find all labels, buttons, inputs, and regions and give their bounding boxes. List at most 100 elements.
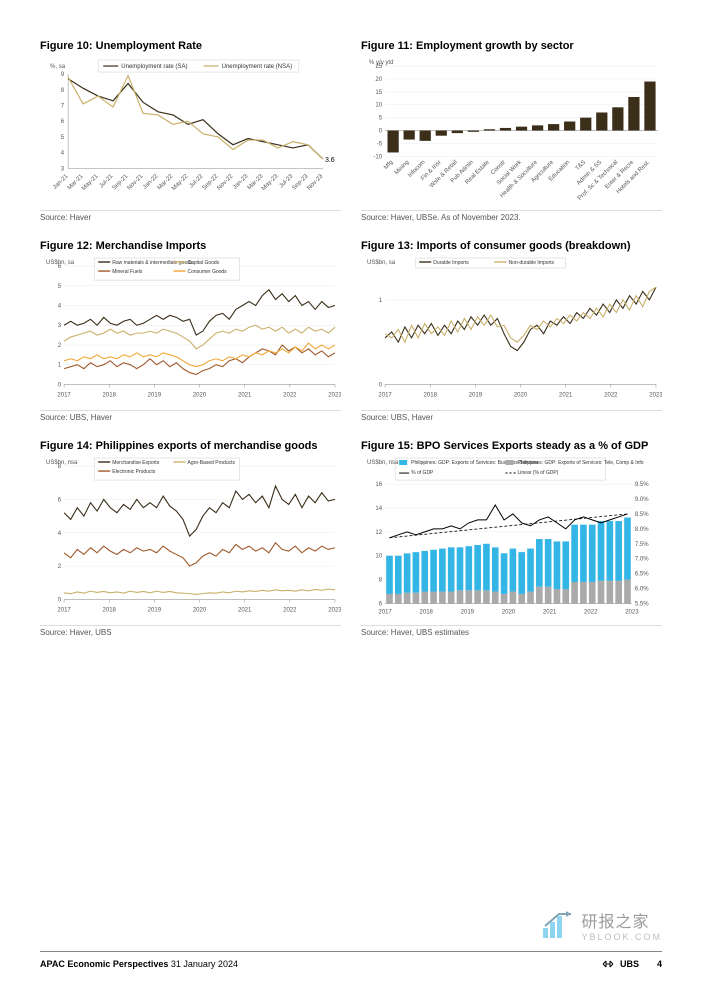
footer-right: UBS 4	[602, 958, 662, 970]
svg-text:Durable Imports: Durable Imports	[433, 260, 469, 266]
figure-13: Figure 13: Imports of consumer goods (br…	[361, 240, 662, 422]
svg-text:16: 16	[375, 482, 382, 488]
svg-text:4: 4	[58, 304, 62, 310]
watermark-url: YBLOOK.COM	[581, 932, 662, 942]
svg-text:6: 6	[61, 119, 65, 125]
chart-exports-goods: US$bn, nsa02468Merchandise ExportsAgro-B…	[40, 456, 341, 621]
chart-employment-growth: % y/y ytd-10-50510152025MfgMiningInfocom…	[361, 56, 662, 206]
fig-title: Figure 11: Employment growth by sector	[361, 40, 662, 52]
svg-text:2020: 2020	[193, 608, 207, 614]
svg-text:12: 12	[375, 530, 382, 536]
footer-brand: UBS	[620, 959, 639, 969]
svg-text:6: 6	[379, 601, 383, 607]
svg-text:9.5%: 9.5%	[635, 482, 649, 488]
svg-text:7: 7	[61, 104, 65, 110]
svg-text:0: 0	[58, 382, 62, 388]
svg-text:7.0%: 7.0%	[635, 557, 649, 563]
source: Source: Haver	[40, 210, 341, 222]
svg-text:2023: 2023	[649, 392, 662, 398]
svg-text:6.5%: 6.5%	[635, 572, 649, 578]
svg-text:2019: 2019	[148, 392, 162, 398]
svg-text:2022: 2022	[584, 610, 598, 616]
svg-text:2022: 2022	[283, 392, 297, 398]
fig-title: Figure 15: BPO Services Exports steady a…	[361, 440, 662, 452]
svg-text:%, sa: %, sa	[50, 64, 66, 70]
chart-unemployment: %, sa3456789Unemployment rate (SA)Unempl…	[40, 56, 341, 206]
svg-text:3.6: 3.6	[325, 157, 335, 164]
svg-text:US$bn, sa: US$bn, sa	[367, 260, 396, 266]
watermark-text: 研报之家	[581, 908, 662, 932]
svg-text:2: 2	[58, 564, 62, 570]
svg-text:% of GDP: % of GDP	[411, 470, 434, 476]
svg-text:Nov-22: Nov-22	[216, 173, 234, 191]
svg-text:0: 0	[379, 129, 383, 135]
svg-text:2021: 2021	[238, 392, 252, 398]
svg-text:2020: 2020	[193, 392, 207, 398]
svg-text:Consumer Goods: Consumer Goods	[187, 269, 227, 275]
source: Source: UBS, Haver	[361, 410, 662, 422]
svg-text:Unemployment rate (SA): Unemployment rate (SA)	[121, 64, 187, 70]
svg-text:2021: 2021	[543, 610, 557, 616]
svg-text:4: 4	[61, 151, 65, 157]
svg-text:2019: 2019	[461, 610, 475, 616]
svg-text:-10: -10	[373, 154, 382, 160]
source: Source: UBS, Haver	[40, 410, 341, 422]
svg-text:2023: 2023	[625, 610, 639, 616]
svg-text:8.5%: 8.5%	[635, 512, 649, 518]
fig-title: Figure 12: Merchandise Imports	[40, 240, 341, 252]
svg-text:14: 14	[375, 506, 382, 512]
chart-bpo: US$bn, nsaPhilippines: GDP: Exports of S…	[361, 456, 662, 621]
svg-text:25: 25	[375, 64, 382, 70]
ubs-logo-icon	[602, 958, 614, 970]
svg-text:2018: 2018	[424, 392, 438, 398]
figure-14: Figure 14: Philippines exports of mercha…	[40, 440, 341, 637]
svg-text:5: 5	[58, 284, 62, 290]
fig-title: Figure 10: Unemployment Rate	[40, 40, 341, 52]
svg-text:Electronic Products: Electronic Products	[112, 469, 156, 475]
figure-12: Figure 12: Merchandise Imports US$bn, sa…	[40, 240, 341, 422]
svg-text:2022: 2022	[604, 392, 618, 398]
svg-text:7.5%: 7.5%	[635, 542, 649, 548]
svg-text:2019: 2019	[469, 392, 483, 398]
svg-text:2017: 2017	[378, 610, 392, 616]
svg-text:Capital Goods: Capital Goods	[187, 260, 219, 266]
svg-text:May-21: May-21	[81, 173, 100, 192]
svg-text:Nov-23: Nov-23	[306, 173, 324, 191]
svg-text:2021: 2021	[559, 392, 573, 398]
svg-text:5.5%: 5.5%	[635, 601, 649, 607]
svg-text:10: 10	[375, 554, 382, 560]
svg-text:1: 1	[379, 298, 383, 304]
source: Source: Haver, UBSe. As of November 2023…	[361, 210, 662, 222]
svg-text:10: 10	[375, 103, 382, 109]
svg-text:2: 2	[58, 343, 62, 349]
svg-text:2018: 2018	[103, 392, 117, 398]
fig-title: Figure 13: Imports of consumer goods (br…	[361, 240, 662, 252]
figure-10: Figure 10: Unemployment Rate %, sa345678…	[40, 40, 341, 222]
svg-text:2023: 2023	[328, 392, 341, 398]
svg-text:5: 5	[379, 116, 383, 122]
svg-text:Non-durable Imports: Non-durable Imports	[508, 260, 554, 266]
footer-title: APAC Economic Perspectives	[40, 959, 168, 969]
svg-text:US$bn, nsa: US$bn, nsa	[46, 460, 78, 466]
footer-page: 4	[657, 959, 662, 969]
svg-text:Unemployment rate (NSA): Unemployment rate (NSA)	[222, 64, 293, 70]
svg-text:2018: 2018	[420, 610, 434, 616]
source: Source: Haver, UBS estimates	[361, 625, 662, 637]
svg-text:Mineral Fuels: Mineral Fuels	[112, 269, 143, 275]
svg-text:Linear (% of GDP): Linear (% of GDP)	[518, 470, 559, 476]
source: Source: Haver, UBS	[40, 625, 341, 637]
svg-text:2017: 2017	[57, 608, 71, 614]
svg-text:2018: 2018	[103, 608, 117, 614]
svg-text:May-23: May-23	[261, 173, 280, 192]
svg-text:US$bn, nsa: US$bn, nsa	[367, 460, 399, 466]
svg-text:2021: 2021	[238, 608, 252, 614]
svg-text:0: 0	[58, 597, 62, 603]
svg-text:May-22: May-22	[171, 173, 190, 192]
svg-text:2020: 2020	[502, 610, 516, 616]
svg-text:T&S: T&S	[575, 160, 588, 173]
svg-text:3: 3	[58, 323, 62, 329]
svg-text:8.0%: 8.0%	[635, 527, 649, 533]
svg-text:Nov-21: Nov-21	[126, 173, 144, 191]
svg-text:8: 8	[379, 578, 383, 584]
chart-merch-imports: US$bn, sa0123456Raw materials & intermed…	[40, 256, 341, 406]
